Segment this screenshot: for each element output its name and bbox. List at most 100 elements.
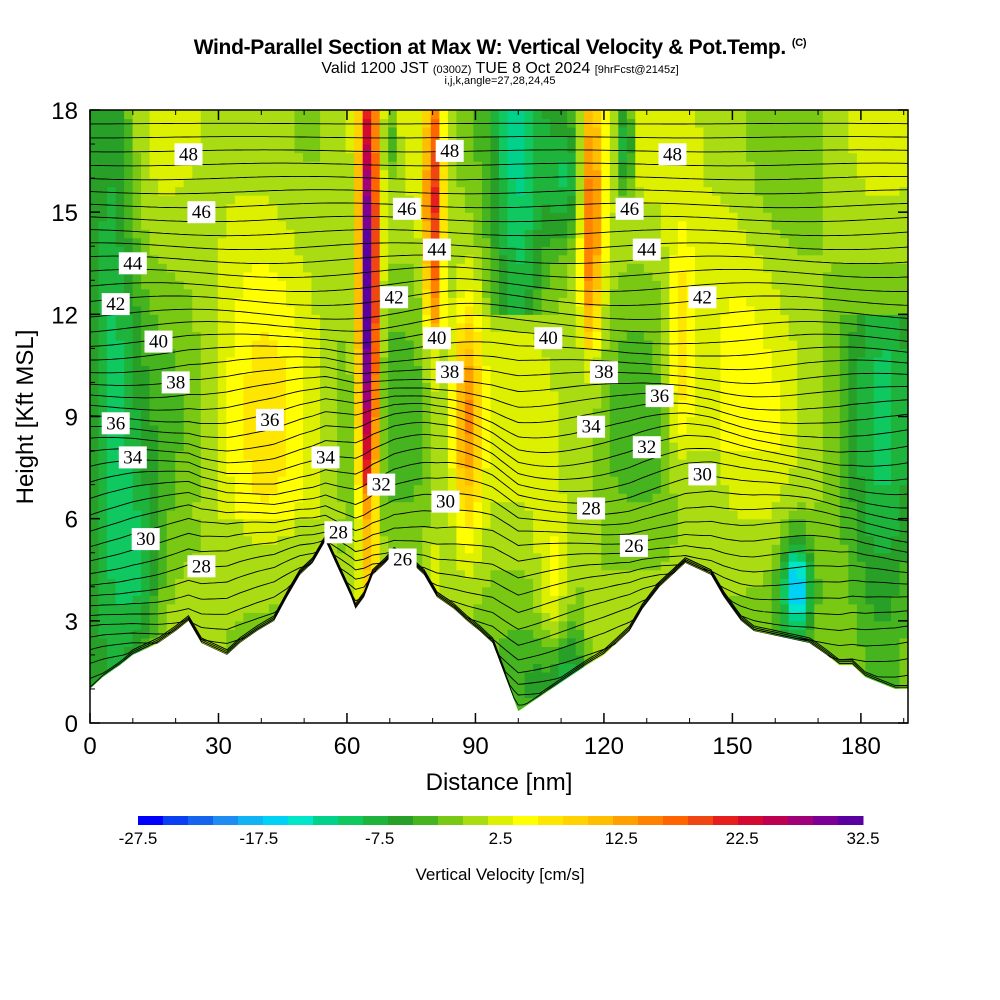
velocity-cell: [217, 527, 227, 537]
velocity-cell: [200, 314, 210, 324]
velocity-cell: [141, 518, 151, 528]
velocity-cell: [200, 254, 210, 264]
velocity-cell: [575, 212, 585, 222]
velocity-cell: [601, 382, 611, 392]
velocity-cell: [371, 391, 381, 401]
velocity-cell: [286, 544, 296, 554]
velocity-cell: [226, 322, 236, 332]
velocity-cell: [447, 552, 458, 562]
velocity-cell: [149, 620, 159, 630]
velocity-cell: [362, 127, 372, 137]
velocity-cell: [439, 271, 449, 281]
velocity-cell: [516, 467, 526, 477]
velocity-cell: [516, 348, 526, 358]
velocity-cell: [575, 186, 585, 196]
velocity-cell: [575, 280, 585, 290]
velocity-cell: [516, 510, 526, 520]
velocity-cell: [90, 501, 100, 511]
velocity-cell: [311, 203, 321, 213]
velocity-cell: [439, 408, 449, 418]
velocity-cell: [294, 220, 304, 230]
velocity-cell: [141, 229, 151, 239]
velocity-cell: [524, 501, 534, 511]
velocity-cell: [652, 501, 662, 511]
velocity-cell: [584, 144, 594, 154]
velocity-cell: [166, 535, 176, 545]
velocity-cell: [328, 203, 338, 213]
velocity-cell: [575, 467, 585, 477]
velocity-cell: [303, 135, 313, 145]
velocity-cell: [303, 484, 313, 494]
velocity-cell: [592, 391, 602, 401]
velocity-cell: [635, 493, 645, 503]
velocity-cell: [379, 433, 389, 443]
velocity-cell: [473, 203, 483, 213]
velocity-cell: [507, 195, 517, 205]
velocity-cell: [158, 169, 168, 179]
velocity-cell: [98, 612, 108, 622]
velocity-cell: [524, 246, 534, 256]
velocity-cell: [234, 603, 245, 613]
velocity-cell: [396, 127, 406, 137]
velocity-cell: [226, 195, 236, 205]
velocity-cell: [115, 637, 125, 648]
velocity-cell: [533, 595, 543, 605]
velocity-cell: [209, 416, 219, 426]
velocity-cell: [209, 237, 219, 247]
velocity-cell: [567, 203, 577, 213]
velocity-cell: [98, 118, 108, 128]
velocity-cell: [609, 603, 619, 613]
velocity-cell: [175, 450, 185, 460]
velocity-cell: [652, 305, 662, 315]
velocity-cell: [413, 484, 423, 494]
velocity-cell: [464, 135, 475, 145]
velocity-cell: [456, 595, 466, 605]
velocity-cell: [303, 544, 313, 554]
velocity-cell: [643, 288, 654, 298]
velocity-cell: [98, 195, 108, 205]
velocity-cell: [132, 271, 142, 281]
velocity-cell: [217, 408, 227, 418]
velocity-cell: [669, 416, 679, 426]
velocity-cell: [550, 246, 560, 256]
velocity-cell: [124, 118, 134, 128]
velocity-cell: [456, 348, 466, 358]
velocity-cell: [592, 586, 602, 596]
velocity-cell: [499, 646, 509, 656]
velocity-cell: [175, 195, 185, 205]
velocity-cell: [217, 535, 227, 545]
velocity-cell: [294, 382, 304, 392]
velocity-cell: [660, 110, 671, 120]
velocity-cell: [328, 186, 338, 196]
velocity-cell: [115, 212, 125, 222]
velocity-cell: [507, 152, 517, 162]
velocity-cell: [609, 110, 619, 120]
velocity-cell: [575, 476, 585, 486]
velocity-cell: [422, 501, 432, 511]
velocity-cell: [200, 637, 210, 648]
velocity-cell: [413, 110, 423, 120]
velocity-cell: [294, 476, 304, 486]
velocity-cell: [192, 518, 202, 528]
velocity-cell: [311, 186, 321, 196]
velocity-cell: [635, 391, 645, 401]
velocity-cell: [499, 433, 509, 443]
velocity-cell: [413, 271, 423, 281]
velocity-cell: [490, 331, 500, 341]
velocity-cell: [618, 425, 628, 435]
velocity-cell: [635, 416, 645, 426]
velocity-cell: [439, 399, 449, 409]
velocity-cell: [609, 280, 619, 290]
velocity-cell: [132, 391, 142, 401]
velocity-cell: [618, 322, 628, 332]
velocity-cell: [277, 212, 287, 222]
velocity-cell: [200, 425, 210, 435]
velocity-cell: [141, 144, 151, 154]
velocity-cell: [217, 612, 227, 622]
velocity-cell: [643, 144, 654, 154]
velocity-cell: [294, 416, 304, 426]
velocity-cell: [217, 220, 227, 230]
velocity-cell: [464, 459, 475, 469]
velocity-cell: [320, 237, 330, 247]
velocity-cell: [558, 127, 568, 137]
